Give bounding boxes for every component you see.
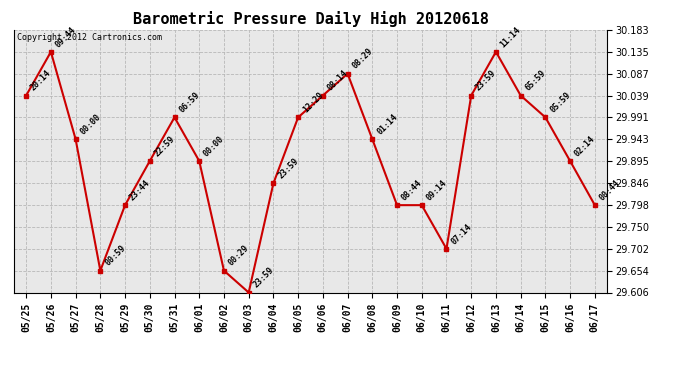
Text: 08:29: 08:29 — [351, 47, 375, 71]
Text: 07:14: 07:14 — [449, 222, 473, 246]
Text: 00:00: 00:00 — [202, 134, 226, 158]
Title: Barometric Pressure Daily High 20120618: Barometric Pressure Daily High 20120618 — [132, 12, 489, 27]
Text: 08:44: 08:44 — [400, 178, 424, 203]
Text: 22:59: 22:59 — [152, 134, 177, 158]
Text: 11:14: 11:14 — [499, 25, 523, 49]
Text: 01:14: 01:14 — [375, 112, 399, 136]
Text: 05:59: 05:59 — [548, 90, 572, 115]
Text: 00:44: 00:44 — [598, 178, 622, 203]
Text: 23:59: 23:59 — [251, 266, 275, 290]
Text: 20:14: 20:14 — [29, 69, 53, 93]
Text: 06:59: 06:59 — [177, 90, 201, 115]
Text: 23:59: 23:59 — [474, 69, 498, 93]
Text: 23:44: 23:44 — [128, 178, 152, 203]
Text: 08:14: 08:14 — [326, 69, 350, 93]
Text: 09:44: 09:44 — [54, 25, 78, 49]
Text: 65:59: 65:59 — [524, 69, 547, 93]
Text: Copyright 2012 Cartronics.com: Copyright 2012 Cartronics.com — [17, 33, 161, 42]
Text: 00:29: 00:29 — [227, 244, 250, 268]
Text: 00:00: 00:00 — [79, 112, 102, 136]
Text: 23:59: 23:59 — [276, 156, 300, 180]
Text: 00:59: 00:59 — [103, 244, 127, 268]
Text: 09:14: 09:14 — [424, 178, 448, 203]
Text: 02:14: 02:14 — [573, 134, 597, 158]
Text: 12:29: 12:29 — [301, 90, 325, 115]
